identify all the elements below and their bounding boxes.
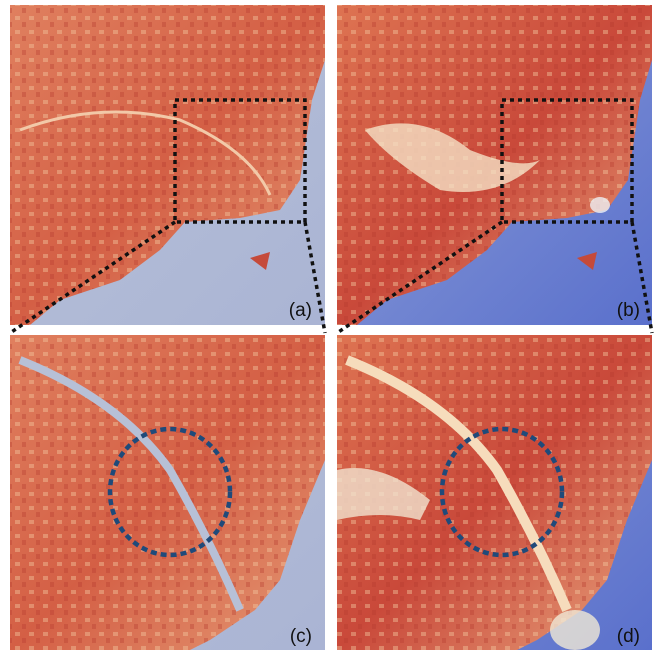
- panel-b-image: [337, 5, 652, 325]
- panel-label: (c): [290, 626, 312, 647]
- panel-c-image: [10, 335, 325, 650]
- page: (a) (b) (c) (d) (() => { const data = JS…: [0, 0, 656, 656]
- panel-d-image: [337, 335, 652, 650]
- panel-label: (b): [617, 300, 640, 321]
- panel-label: (a): [289, 300, 312, 321]
- panel-a-image: [10, 5, 325, 325]
- panel-label: (d): [617, 626, 640, 647]
- figure: (a) (b) (c) (d): [0, 0, 656, 656]
